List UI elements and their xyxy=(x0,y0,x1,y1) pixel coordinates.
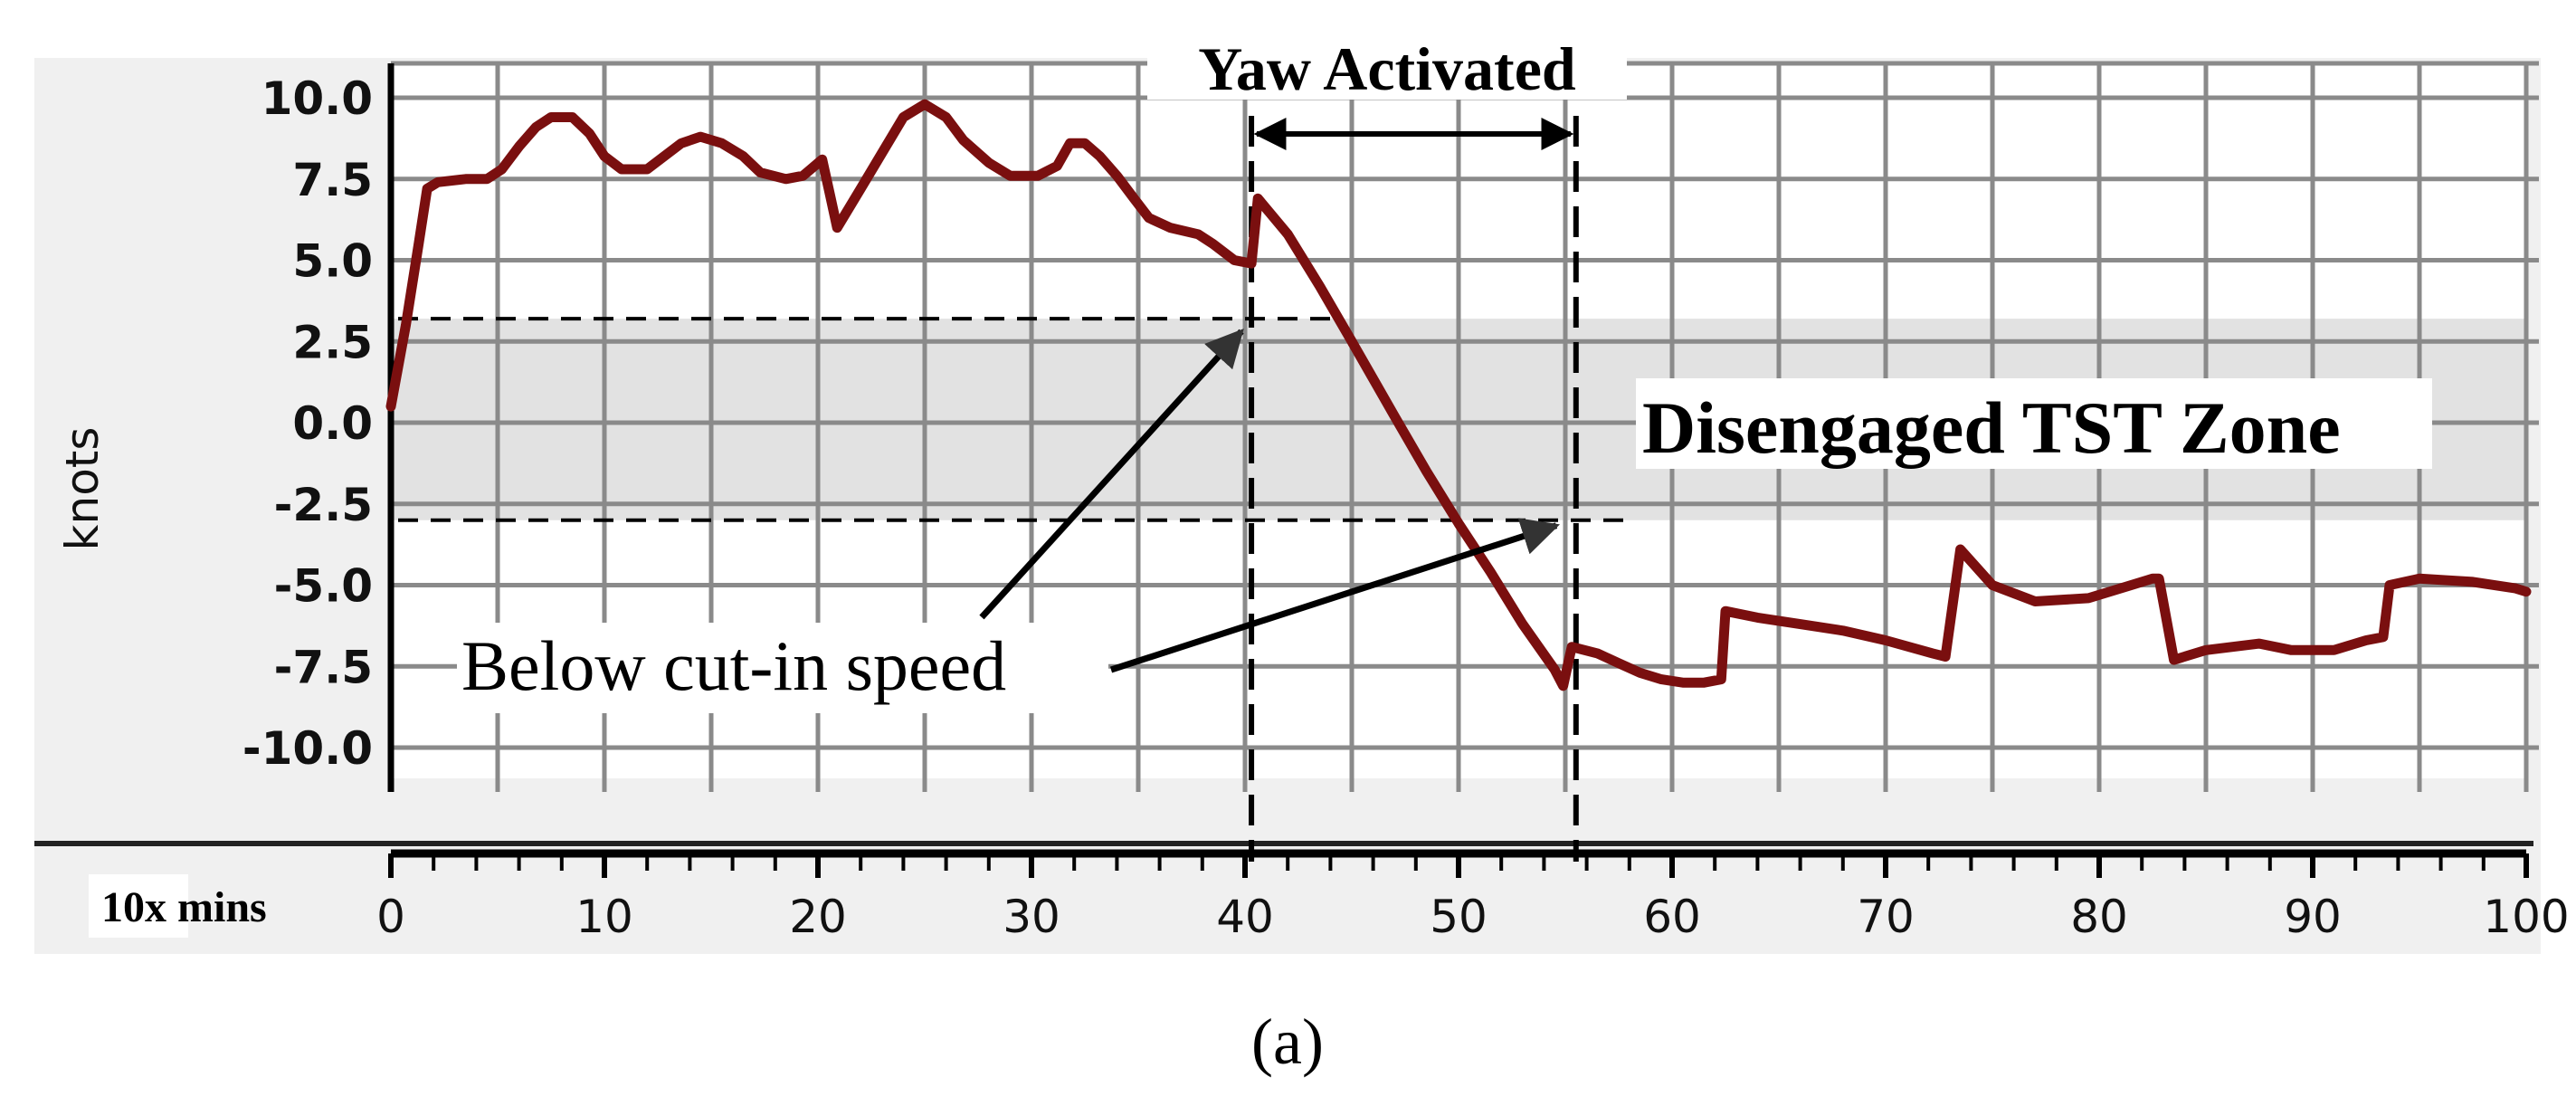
x-tick-label: 50 xyxy=(1430,891,1488,943)
y-tick-label: 10.0 xyxy=(261,72,373,125)
x-tick-label: 80 xyxy=(2070,891,2128,943)
y-tick-label: 0.0 xyxy=(292,397,373,450)
x-tick-label: 10 xyxy=(575,891,633,943)
yaw-label-box xyxy=(1147,33,1627,100)
y-axis-label: knots xyxy=(56,427,109,551)
x-tick-label: 60 xyxy=(1643,891,1701,943)
zone-label-box xyxy=(1636,378,2432,469)
x-tick-label: 70 xyxy=(1857,891,1915,943)
x-tick-marks xyxy=(388,853,2529,878)
series-line xyxy=(385,99,2532,691)
annotation-label: Below cut-in speed xyxy=(461,626,1006,705)
x-axis-label-box xyxy=(89,874,188,938)
annotation-arrow xyxy=(1109,518,1560,673)
x-axis-label: 10x mins xyxy=(101,883,267,931)
y-tick-label: 2.5 xyxy=(292,316,373,368)
x-tick-label: 20 xyxy=(789,891,847,943)
x-tick-label: 100 xyxy=(2483,891,2569,943)
x-tick-label: 40 xyxy=(1216,891,1274,943)
annotation-arrows xyxy=(979,329,1560,673)
panel-label: (a) xyxy=(1251,1006,1324,1078)
y-tick-label: -5.0 xyxy=(274,560,373,613)
y-tick-label: 5.0 xyxy=(292,235,373,288)
x-tick-labels: 0 10 20 30 40 50 60 70 80 90 100 xyxy=(376,891,2570,943)
zone-label: Disengaged TST Zone xyxy=(1642,386,2341,469)
y-tick-label: -10.0 xyxy=(242,722,373,775)
y-tick-labels: 10.0 7.5 5.0 2.5 0.0 -2.5 -5.0 -7.5 -10.0 xyxy=(242,72,373,775)
yaw-label: Yaw Activated xyxy=(1198,34,1576,103)
x-tick-label: 90 xyxy=(2284,891,2342,943)
x-tick-label: 30 xyxy=(1003,891,1060,943)
x-tick-label: 0 xyxy=(376,891,405,943)
y-tick-label: -2.5 xyxy=(274,479,373,531)
annotation-label-box xyxy=(457,623,1108,713)
y-tick-label: 7.5 xyxy=(292,154,373,206)
y-tick-label: -7.5 xyxy=(274,641,373,693)
annotation-arrow xyxy=(979,329,1244,620)
